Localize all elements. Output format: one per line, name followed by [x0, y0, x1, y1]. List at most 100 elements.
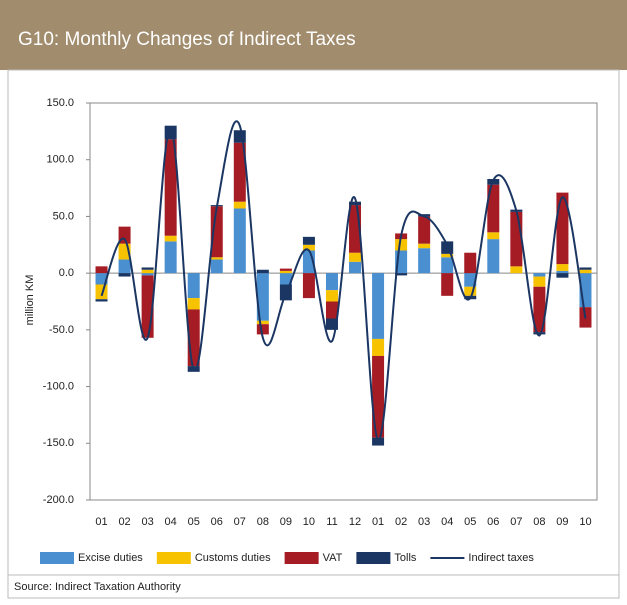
bar [579, 267, 592, 270]
x-tick-label: 03 [418, 516, 430, 528]
bar [487, 239, 500, 274]
bar [349, 252, 362, 262]
x-tick-label: 05 [464, 516, 476, 528]
bar [233, 208, 246, 274]
bar [349, 201, 362, 206]
x-tick-label: 01 [372, 516, 384, 528]
x-tick-label: 03 [141, 516, 153, 528]
bar [349, 261, 362, 274]
bar [487, 232, 500, 240]
x-tick-label: 05 [188, 516, 200, 528]
bar [533, 273, 546, 277]
bar [95, 284, 108, 300]
bar [164, 139, 177, 236]
bar [118, 273, 131, 277]
bar [325, 318, 338, 330]
x-tick-label: 09 [280, 516, 292, 528]
y-tick-label: 150.0 [46, 97, 74, 109]
legend-swatch [156, 552, 191, 564]
bar [95, 266, 108, 274]
bar [556, 273, 569, 278]
x-tick-label: 08 [533, 516, 545, 528]
bar [164, 241, 177, 274]
bar [279, 273, 292, 285]
bar [256, 269, 269, 274]
bar [441, 253, 454, 258]
y-tick-label: 0.0 [59, 267, 74, 279]
bar [533, 286, 546, 333]
x-tick-label: 01 [95, 516, 107, 528]
x-tick-label: 09 [556, 516, 568, 528]
x-tick-label: 12 [349, 516, 361, 528]
bar [210, 259, 223, 274]
frame [7, 69, 620, 599]
bar [118, 243, 131, 260]
x-tick-label: 08 [257, 516, 269, 528]
header-band [0, 0, 627, 70]
bar [302, 244, 315, 251]
bar [395, 273, 408, 276]
x-tick-label: 10 [579, 516, 591, 528]
bar [141, 267, 154, 270]
bar [533, 332, 546, 335]
bar [510, 266, 523, 274]
bar [302, 273, 315, 299]
y-tick-label: -50.0 [49, 324, 74, 336]
chart-title: G10: Monthly Changes of Indirect Taxes [18, 29, 356, 50]
bar [372, 437, 385, 446]
bar [95, 273, 108, 285]
bar [279, 270, 292, 274]
y-tick-label: -100.0 [43, 380, 74, 392]
bar [187, 298, 200, 310]
legend-label: Tolls [394, 552, 417, 564]
bar [579, 269, 592, 274]
bar [372, 338, 385, 356]
legend-label: VAT [323, 552, 343, 564]
bar [418, 243, 431, 249]
bar [233, 130, 246, 143]
x-tick-label: 06 [487, 516, 499, 528]
bar [418, 248, 431, 274]
bar [187, 273, 200, 299]
legend-label: Customs duties [195, 552, 271, 564]
x-tick-label: 04 [441, 516, 453, 528]
bar [279, 268, 292, 271]
y-axis-label: million KM [24, 275, 36, 326]
bar [233, 142, 246, 202]
bar [95, 299, 108, 302]
bar [464, 286, 477, 296]
y-tick-label: 100.0 [46, 154, 74, 166]
x-tick-label: 02 [118, 516, 130, 528]
line [100, 120, 587, 441]
source: Source: Indirect Taxation Authority [14, 581, 181, 593]
bar [233, 201, 246, 209]
bar [533, 276, 546, 287]
bar [441, 257, 454, 274]
bar [325, 301, 338, 319]
bar [418, 214, 431, 217]
y-tick-label: -150.0 [43, 437, 74, 449]
bar [325, 273, 338, 291]
x-tick-label: 04 [165, 516, 177, 528]
bar [556, 270, 569, 274]
plot-area [89, 102, 598, 501]
bar [464, 273, 477, 287]
x-tick-label: 07 [234, 516, 246, 528]
bar [487, 184, 500, 233]
bar [556, 192, 569, 265]
y-tick-label: 50.0 [53, 210, 74, 222]
x-tick-label: 02 [395, 516, 407, 528]
bar [372, 273, 385, 339]
bar [256, 320, 269, 325]
y-tick-label: -200.0 [43, 494, 74, 506]
bar [256, 324, 269, 335]
bar [464, 252, 477, 274]
bar [118, 259, 131, 274]
x-tick-label: 10 [303, 516, 315, 528]
bar [372, 355, 385, 438]
legend-swatch [284, 552, 319, 564]
legend-label: Indirect taxes [468, 552, 534, 564]
bar [302, 236, 315, 245]
